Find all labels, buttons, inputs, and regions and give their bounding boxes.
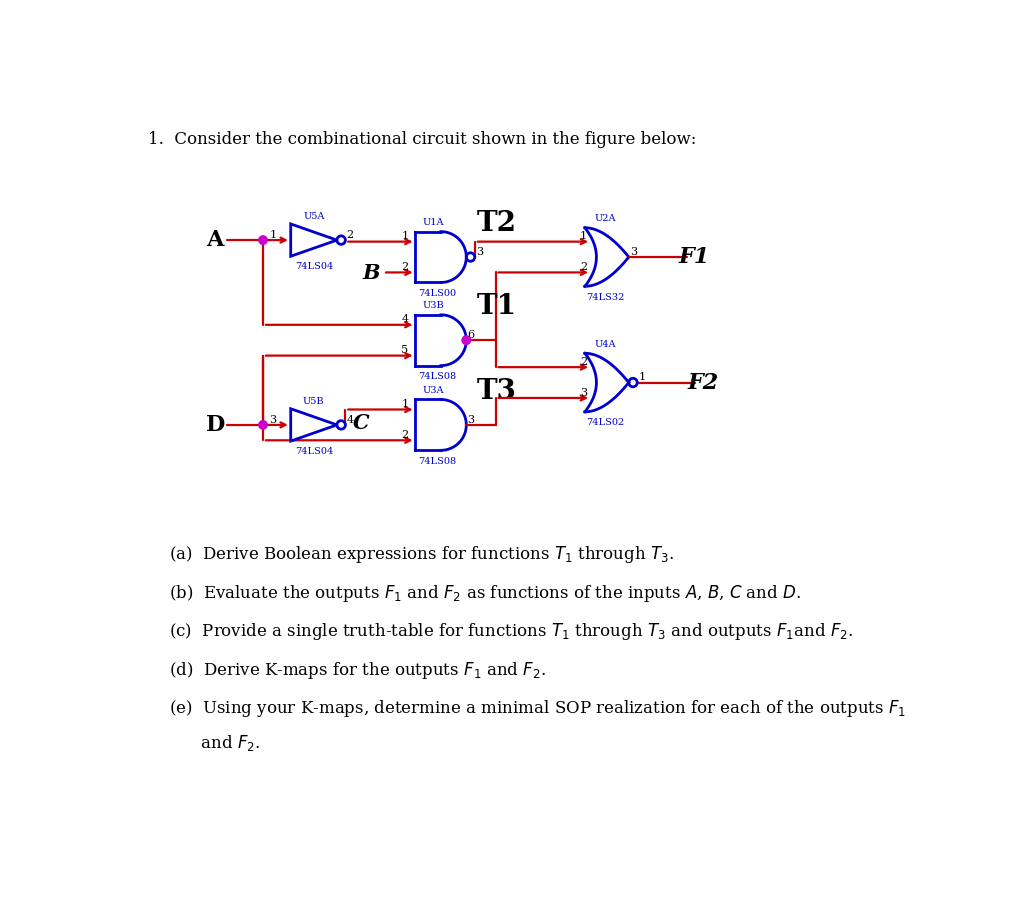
Text: 4: 4 (346, 415, 353, 424)
Text: U5A: U5A (303, 212, 325, 221)
Text: and $F_2$.: and $F_2$. (169, 733, 260, 753)
Text: D: D (206, 414, 225, 436)
Text: 2: 2 (401, 262, 409, 272)
Text: 74LS32: 74LS32 (586, 293, 625, 301)
Text: 74LS02: 74LS02 (586, 418, 625, 427)
Text: 1: 1 (580, 231, 587, 241)
Text: U1A: U1A (423, 217, 444, 227)
Text: 6: 6 (467, 329, 474, 339)
Circle shape (259, 420, 267, 430)
Text: 1: 1 (401, 231, 409, 241)
Text: U4A: U4A (595, 339, 616, 349)
Circle shape (259, 236, 267, 245)
Text: 2: 2 (580, 357, 587, 367)
Text: 3: 3 (476, 247, 483, 257)
Text: 74LS04: 74LS04 (295, 262, 333, 271)
Text: 74LS00: 74LS00 (418, 288, 456, 298)
Text: U2A: U2A (595, 214, 616, 223)
Text: 74LS04: 74LS04 (295, 447, 333, 456)
Text: (a)  Derive Boolean expressions for functions $T_1$ through $T_3$.: (a) Derive Boolean expressions for funct… (169, 544, 674, 565)
Text: 74LS08: 74LS08 (418, 457, 456, 466)
Text: T3: T3 (476, 378, 516, 405)
Text: F1: F1 (679, 246, 710, 268)
Text: 3: 3 (467, 415, 474, 424)
Text: 4: 4 (401, 315, 409, 324)
Circle shape (462, 336, 470, 345)
Text: U3A: U3A (423, 386, 444, 395)
Text: T2: T2 (476, 209, 516, 237)
Text: 3: 3 (580, 388, 587, 398)
Text: 1.  Consider the combinational circuit shown in the figure below:: 1. Consider the combinational circuit sh… (147, 131, 696, 147)
Text: 2: 2 (346, 229, 353, 239)
Text: 1: 1 (269, 229, 276, 239)
Text: (e)  Using your K-maps, determine a minimal SOP realization for each of the outp: (e) Using your K-maps, determine a minim… (169, 698, 906, 719)
Text: 1: 1 (401, 399, 409, 410)
Text: 1: 1 (638, 372, 645, 382)
Text: B: B (362, 263, 380, 283)
Text: U5B: U5B (303, 397, 325, 406)
Text: 3: 3 (269, 415, 276, 424)
Text: (c)  Provide a single truth-table for functions $T_1$ through $T_3$ and outputs : (c) Provide a single truth-table for fun… (169, 622, 854, 642)
Text: 2: 2 (580, 262, 587, 272)
Text: (b)  Evaluate the outputs $F_1$ and $F_2$ as functions of the inputs $A$, $B$, $: (b) Evaluate the outputs $F_1$ and $F_2$… (169, 582, 801, 603)
Text: C: C (352, 413, 369, 433)
Text: 3: 3 (630, 247, 637, 257)
Text: 74LS08: 74LS08 (418, 372, 456, 381)
Text: 5: 5 (401, 345, 409, 355)
Text: T1: T1 (476, 293, 516, 319)
Text: (d)  Derive K-maps for the outputs $F_1$ and $F_2$.: (d) Derive K-maps for the outputs $F_1$ … (169, 660, 546, 681)
Text: F2: F2 (687, 371, 718, 393)
Text: A: A (207, 229, 224, 251)
Text: 2: 2 (401, 430, 409, 440)
Text: U3B: U3B (422, 301, 444, 310)
